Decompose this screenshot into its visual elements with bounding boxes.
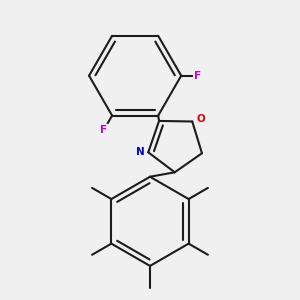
Text: F: F [194,71,201,81]
Text: F: F [100,125,107,135]
Text: N: N [136,147,144,157]
Text: O: O [196,114,205,124]
